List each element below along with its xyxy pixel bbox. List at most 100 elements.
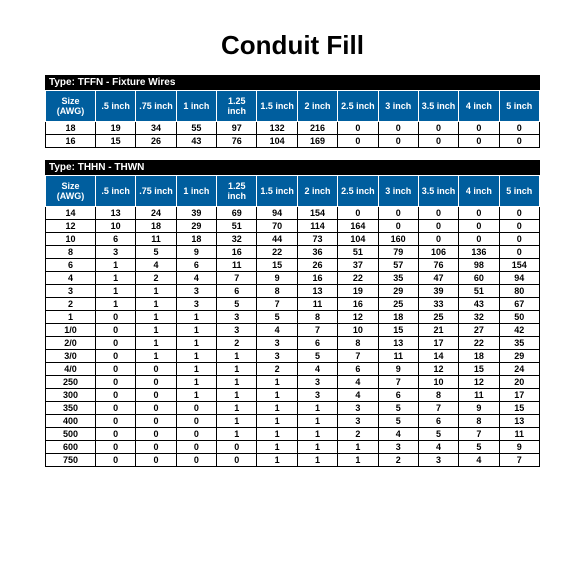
table-cell: 21 xyxy=(418,324,458,337)
table-cell: 13 xyxy=(297,285,337,298)
table-sheet: Type: THHN - THWNSize (AWG).5 inch.75 in… xyxy=(45,160,540,467)
table-cell: 79 xyxy=(378,246,418,259)
table-cell: 250 xyxy=(46,376,96,389)
table-cell: 9 xyxy=(459,402,499,415)
table-cell: 22 xyxy=(459,337,499,350)
table-cell: 0 xyxy=(96,311,136,324)
table-cell: 300 xyxy=(46,389,96,402)
column-header: .75 inch xyxy=(136,176,176,207)
table-cell: 1 xyxy=(136,311,176,324)
table-cell: 51 xyxy=(217,220,257,233)
table-row: 2/0011236813172235 xyxy=(46,337,540,350)
table-cell: 3 xyxy=(176,285,216,298)
table-cell: 1 xyxy=(217,376,257,389)
table-cell: 43 xyxy=(176,135,216,148)
column-header: 5 inch xyxy=(499,91,539,122)
table-cell: 5 xyxy=(217,298,257,311)
table-cell: 9 xyxy=(499,441,539,454)
table-cell: 8 xyxy=(459,415,499,428)
table-cell: 7 xyxy=(297,324,337,337)
table-cell: 136 xyxy=(459,246,499,259)
table-cell: 0 xyxy=(459,233,499,246)
table-cell: 18 xyxy=(46,122,96,135)
table-row: 10113581218253250 xyxy=(46,311,540,324)
table-cell: 12 xyxy=(459,376,499,389)
table-cell: 0 xyxy=(418,207,458,220)
table-cell: 33 xyxy=(418,298,458,311)
table-cell: 5 xyxy=(378,415,418,428)
table-cell: 11 xyxy=(136,233,176,246)
table-cell: 0 xyxy=(499,122,539,135)
table-cell: 1 xyxy=(136,324,176,337)
table-cell: 1 xyxy=(176,376,216,389)
column-header: .5 inch xyxy=(96,176,136,207)
table-cell: 0 xyxy=(96,402,136,415)
table-cell: 0 xyxy=(96,337,136,350)
table-cell: 8 xyxy=(418,389,458,402)
table-cell: 5 xyxy=(378,402,418,415)
table-cell: 4 xyxy=(136,259,176,272)
table-cell: 154 xyxy=(297,207,337,220)
table-cell: 15 xyxy=(499,402,539,415)
table-cell: 0 xyxy=(96,454,136,467)
table-cell: 7 xyxy=(338,350,378,363)
table-cell: 3/0 xyxy=(46,350,96,363)
table-cell: 19 xyxy=(96,122,136,135)
table-cell: 80 xyxy=(499,285,539,298)
table-cell: 0 xyxy=(136,402,176,415)
table-cell: 1 xyxy=(96,285,136,298)
table-cell: 50 xyxy=(499,311,539,324)
table-cell: 169 xyxy=(297,135,337,148)
column-header: 2 inch xyxy=(297,176,337,207)
table-cell: 35 xyxy=(499,337,539,350)
table-cell: 26 xyxy=(136,135,176,148)
table-row: 60000001113459 xyxy=(46,441,540,454)
table-cell: 6 xyxy=(46,259,96,272)
table-cell: 3 xyxy=(217,324,257,337)
table-cell: 4 xyxy=(297,363,337,376)
table-cell: 55 xyxy=(176,122,216,135)
table-cell: 7 xyxy=(257,298,297,311)
table-cell: 0 xyxy=(378,220,418,233)
table-cell: 18 xyxy=(176,233,216,246)
table-cell: 1 xyxy=(96,298,136,311)
table-cell: 0 xyxy=(418,122,458,135)
table-cell: 19 xyxy=(338,285,378,298)
table-cell: 132 xyxy=(257,122,297,135)
table-cell: 3 xyxy=(257,350,297,363)
table-row: 614611152637577698154 xyxy=(46,259,540,272)
table-cell: 94 xyxy=(257,207,297,220)
table-row: 181934559713221600000 xyxy=(46,122,540,135)
table-cell: 3 xyxy=(96,246,136,259)
table-cell: 1 xyxy=(257,415,297,428)
table-cell: 13 xyxy=(499,415,539,428)
table-cell: 15 xyxy=(459,363,499,376)
table-cell: 10 xyxy=(338,324,378,337)
table-cell: 0 xyxy=(459,207,499,220)
table-row: 350000111357915 xyxy=(46,402,540,415)
table-cell: 0 xyxy=(499,207,539,220)
table-cell: 0 xyxy=(338,135,378,148)
table-cell: 5 xyxy=(136,246,176,259)
table-cell: 18 xyxy=(459,350,499,363)
column-header: 3 inch xyxy=(378,91,418,122)
table-cell: 1 xyxy=(96,272,136,285)
table-cell: 20 xyxy=(499,376,539,389)
table-cell: 4 xyxy=(46,272,96,285)
column-header: 1.25 inch xyxy=(217,91,257,122)
table-cell: 0 xyxy=(217,441,257,454)
table-cell: 1 xyxy=(297,415,337,428)
table-cell: 4 xyxy=(418,441,458,454)
table-cell: 8 xyxy=(46,246,96,259)
column-header: Size (AWG) xyxy=(46,91,96,122)
table-cell: 1 xyxy=(136,337,176,350)
table-cell: 34 xyxy=(136,122,176,135)
column-header: 1 inch xyxy=(176,176,216,207)
table-cell: 1 xyxy=(297,454,337,467)
table-row: 161526437610416900000 xyxy=(46,135,540,148)
table-cell: 0 xyxy=(418,233,458,246)
table-cell: 11 xyxy=(297,298,337,311)
table-cell: 14 xyxy=(418,350,458,363)
table-row: 311368131929395180 xyxy=(46,285,540,298)
table-cell: 10 xyxy=(96,220,136,233)
